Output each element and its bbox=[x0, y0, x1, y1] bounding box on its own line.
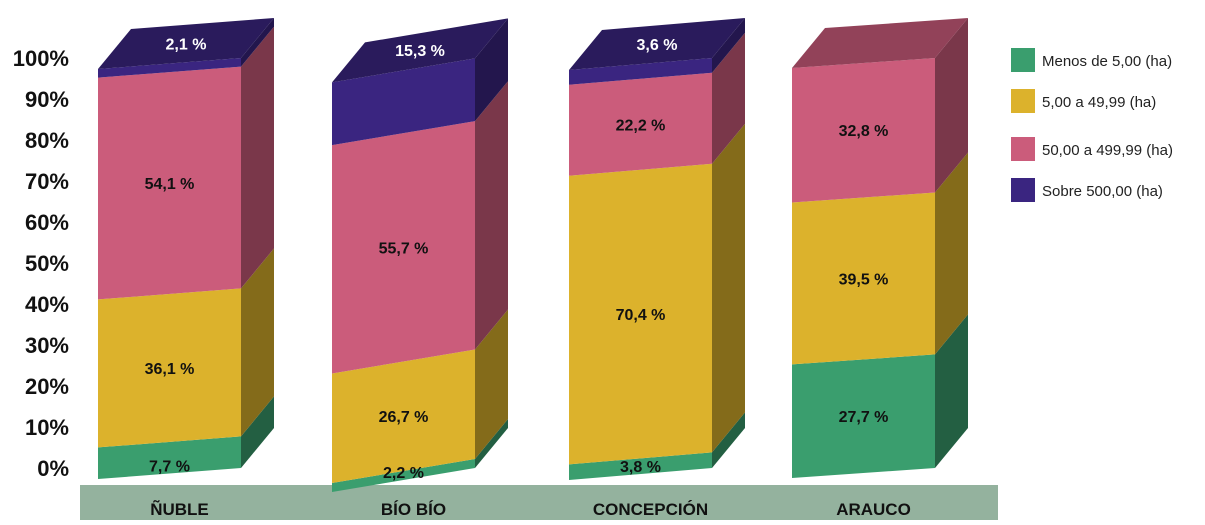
bar-side-concepcion-4 bbox=[712, 18, 745, 73]
y-tick-label: 60% bbox=[25, 210, 69, 235]
legend-swatch-3 bbox=[1011, 137, 1035, 161]
bar-side-arauco-2 bbox=[935, 152, 968, 355]
bar-top-arauco bbox=[792, 18, 968, 68]
bar-side-bio-bio-4 bbox=[475, 18, 508, 122]
bar-segment-bio-bio-4 bbox=[332, 58, 475, 146]
bar-segment-concepcion-3 bbox=[569, 72, 712, 176]
data-label: 54,1 % bbox=[145, 176, 195, 193]
bar-side-nuble-1 bbox=[241, 396, 274, 468]
data-label: 3,6 % bbox=[637, 37, 678, 54]
bar-segment-bio-bio-2 bbox=[332, 349, 475, 483]
data-label: 26,7 % bbox=[379, 409, 429, 426]
y-tick-label: 40% bbox=[25, 292, 69, 317]
bar-top-bio-bio bbox=[332, 18, 508, 83]
bar-top-nuble bbox=[98, 18, 274, 69]
legend-label: 50,00 a 499,99 (ha) bbox=[1042, 142, 1173, 159]
bar-segment-arauco-1 bbox=[792, 354, 935, 478]
data-label: 7,7 % bbox=[149, 459, 190, 476]
x-tick-label: CONCEPCIÓN bbox=[593, 500, 708, 519]
bar-side-bio-bio-1 bbox=[475, 418, 508, 468]
data-label: 3,8 % bbox=[620, 459, 661, 476]
data-label: 2,2 % bbox=[383, 465, 424, 482]
data-label: 22,2 % bbox=[616, 117, 666, 134]
bar-segment-bio-bio-1 bbox=[332, 458, 475, 492]
bar-segment-arauco-2 bbox=[792, 192, 935, 365]
bar-side-concepcion-2 bbox=[712, 123, 745, 453]
x-tick-label: BÍO BÍO bbox=[381, 500, 446, 519]
bar-segment-nuble-4 bbox=[98, 58, 241, 78]
bar-side-bio-bio-3 bbox=[475, 81, 508, 350]
bar-side-concepcion-3 bbox=[712, 32, 745, 164]
bar-segment-bio-bio-3 bbox=[332, 121, 475, 374]
bar-side-arauco-3 bbox=[935, 18, 968, 193]
y-tick-label: 30% bbox=[25, 333, 69, 358]
category-band bbox=[80, 485, 998, 520]
y-tick-label: 100% bbox=[13, 46, 69, 71]
data-label: 55,7 % bbox=[379, 240, 429, 257]
y-tick-label: 90% bbox=[25, 87, 69, 112]
y-tick-label: 0% bbox=[37, 456, 69, 481]
y-tick-label: 50% bbox=[25, 251, 69, 276]
bar-side-arauco-1 bbox=[935, 314, 968, 468]
legend-swatch-2 bbox=[1011, 89, 1035, 113]
data-label: 32,8 % bbox=[839, 123, 889, 140]
bar-side-concepcion-1 bbox=[712, 412, 745, 468]
legend-label: 5,00 a 49,99 (ha) bbox=[1042, 94, 1156, 111]
data-label: 70,4 % bbox=[616, 307, 666, 324]
bar-side-nuble-3 bbox=[241, 26, 274, 289]
y-tick-label: 80% bbox=[25, 128, 69, 153]
legend-label: Sobre 500,00 (ha) bbox=[1042, 183, 1163, 200]
bar-segment-concepcion-2 bbox=[569, 163, 712, 465]
bar-segment-nuble-2 bbox=[98, 288, 241, 448]
data-label: 2,1 % bbox=[166, 37, 207, 54]
y-tick-label: 20% bbox=[25, 374, 69, 399]
y-tick-label: 70% bbox=[25, 169, 69, 194]
bar-side-bio-bio-2 bbox=[475, 309, 508, 459]
data-label: 15,3 % bbox=[395, 43, 445, 60]
legend-label: Menos de 5,00 (ha) bbox=[1042, 53, 1172, 70]
bar-side-nuble-2 bbox=[241, 248, 274, 437]
legend-swatch-1 bbox=[1011, 48, 1035, 72]
data-label: 39,5 % bbox=[839, 271, 889, 288]
bar-segment-concepcion-4 bbox=[569, 58, 712, 85]
x-tick-label: ÑUBLE bbox=[150, 499, 209, 519]
data-label: 27,7 % bbox=[839, 409, 889, 426]
data-label: 36,1 % bbox=[145, 361, 195, 378]
bar-top-concepcion bbox=[569, 18, 745, 70]
y-tick-label: 10% bbox=[25, 415, 69, 440]
bar-side-nuble-4 bbox=[241, 18, 274, 67]
bar-segment-concepcion-1 bbox=[569, 452, 712, 480]
bar-segment-nuble-1 bbox=[98, 436, 241, 479]
bar-segment-arauco-3 bbox=[792, 58, 935, 203]
bar-segment-nuble-3 bbox=[98, 66, 241, 300]
legend-swatch-4 bbox=[1011, 178, 1035, 202]
x-tick-label: ARAUCO bbox=[836, 500, 911, 519]
